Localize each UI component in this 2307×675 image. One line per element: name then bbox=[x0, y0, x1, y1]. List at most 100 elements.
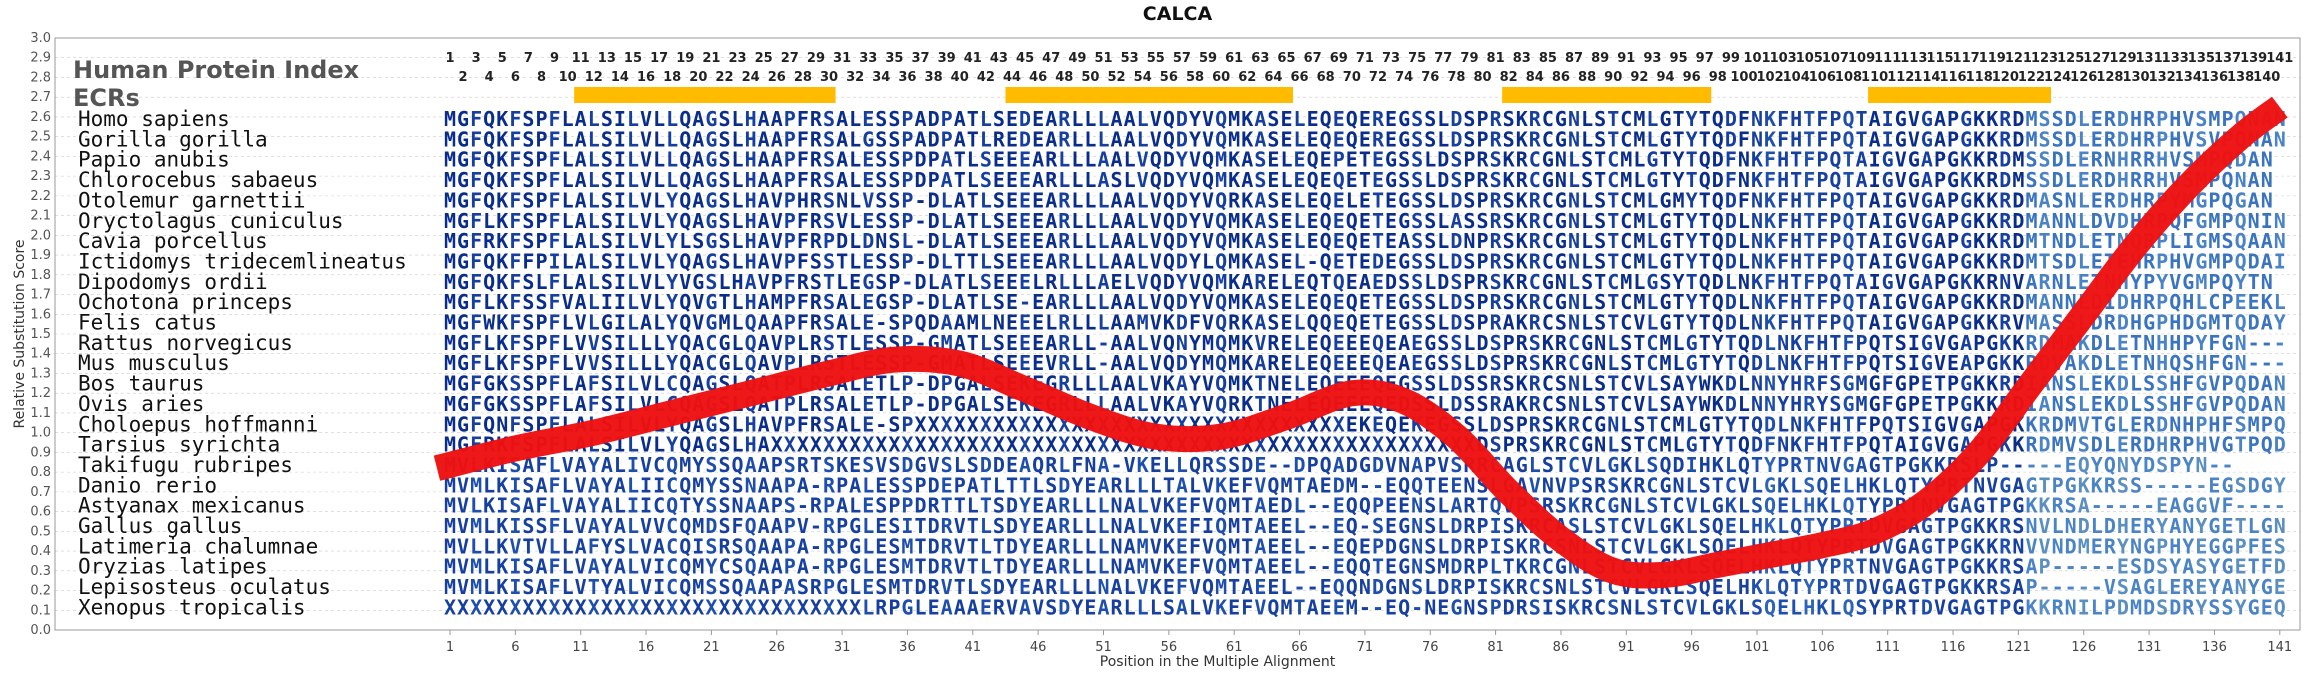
residue: F bbox=[1816, 127, 1828, 151]
residue: K bbox=[496, 209, 508, 233]
residue: F bbox=[797, 168, 809, 192]
residue: F bbox=[509, 127, 521, 151]
residue: V bbox=[1202, 188, 1214, 212]
species-label: Lepisosteus oculatus bbox=[78, 575, 331, 599]
residue: L bbox=[588, 209, 600, 233]
residue: G bbox=[1895, 188, 1907, 212]
residue: Q bbox=[1215, 188, 1227, 212]
residue: L bbox=[1280, 148, 1292, 172]
residue: M bbox=[444, 107, 456, 131]
residue: D bbox=[2012, 107, 2024, 131]
residue: P bbox=[2156, 107, 2168, 131]
residue: V bbox=[1254, 595, 1266, 619]
residue: I bbox=[2274, 249, 2286, 273]
residue: S bbox=[1607, 595, 1619, 619]
residue: R bbox=[2143, 168, 2156, 192]
species-label: Felis catus bbox=[78, 311, 217, 335]
residue: D bbox=[1725, 127, 1737, 151]
residue: A bbox=[941, 168, 953, 192]
residue: F bbox=[1738, 188, 1750, 212]
residue: H bbox=[2130, 188, 2142, 212]
residue: N bbox=[1568, 127, 1580, 151]
residue: Q bbox=[1699, 168, 1711, 192]
y-tick-label: 0.9 bbox=[30, 445, 51, 460]
residue: T bbox=[2235, 433, 2247, 457]
residue: Q bbox=[483, 168, 495, 192]
x-tick-label: 16 bbox=[638, 640, 655, 655]
residue: T bbox=[1359, 148, 1371, 172]
residue: P bbox=[2208, 188, 2220, 212]
residue: L bbox=[1071, 188, 1083, 212]
residue: S bbox=[1254, 148, 1266, 172]
residue: D bbox=[1176, 107, 1188, 131]
residue: G bbox=[1947, 168, 1959, 192]
residue: Q bbox=[1307, 168, 1319, 192]
residue: H bbox=[2169, 127, 2181, 151]
residue: G bbox=[1712, 595, 1724, 619]
residue: L bbox=[1633, 148, 1645, 172]
residue: L bbox=[1280, 168, 1292, 192]
residue: Y bbox=[1071, 595, 1083, 619]
residue: Q bbox=[679, 127, 691, 151]
residue: V bbox=[771, 188, 783, 212]
residue: A bbox=[836, 168, 848, 192]
residue: P bbox=[784, 168, 796, 192]
position-label-bottom: 52 bbox=[1108, 70, 1126, 85]
residue: K bbox=[1764, 127, 1776, 151]
position-label-top: 103 bbox=[1770, 51, 1797, 66]
residue: F bbox=[797, 148, 809, 172]
residue: L bbox=[1071, 148, 1083, 172]
residue: G bbox=[2235, 188, 2247, 212]
residue: S bbox=[2039, 148, 2051, 172]
species-label: Ovis aries bbox=[78, 392, 204, 416]
residue: F bbox=[509, 168, 521, 192]
residue: V bbox=[1934, 595, 1946, 619]
residue: F bbox=[470, 148, 482, 172]
position-label-bottom: 68 bbox=[1317, 70, 1335, 85]
residue: Q bbox=[1320, 127, 1332, 151]
position-label-bottom: 50 bbox=[1081, 70, 1099, 85]
residue: L bbox=[1150, 595, 1162, 619]
residue: S bbox=[522, 127, 534, 151]
residue: Q bbox=[1267, 595, 1279, 619]
residue: P bbox=[1477, 188, 1489, 212]
residue: A bbox=[954, 595, 966, 619]
residue: X bbox=[588, 595, 600, 619]
residue: A bbox=[1124, 107, 1136, 131]
residue: S bbox=[1450, 168, 1462, 192]
residue: E bbox=[928, 595, 940, 619]
residue: G bbox=[1947, 595, 1959, 619]
y-tick-label: 1.0 bbox=[30, 426, 51, 441]
residue: T bbox=[1699, 127, 1711, 151]
residue: S bbox=[1267, 188, 1279, 212]
residue: F bbox=[549, 168, 561, 192]
residue: V bbox=[862, 188, 874, 212]
residue: Q bbox=[1842, 107, 1854, 131]
residue: S bbox=[1477, 595, 1489, 619]
residue: L bbox=[666, 107, 678, 131]
position-label-bottom: 22 bbox=[715, 70, 733, 85]
residue: G bbox=[901, 595, 913, 619]
residue: A bbox=[1111, 188, 1123, 212]
residue: G bbox=[1921, 188, 1933, 212]
residue: L bbox=[849, 127, 861, 151]
residue: Q bbox=[679, 188, 691, 212]
residue: S bbox=[875, 168, 887, 192]
residue: S bbox=[1490, 168, 1502, 192]
residue: L bbox=[732, 107, 744, 131]
x-tick-label: 96 bbox=[1683, 640, 1700, 655]
residue: L bbox=[1646, 127, 1658, 151]
residue: A bbox=[575, 107, 587, 131]
residue: N bbox=[1751, 188, 1763, 212]
residue: A bbox=[1176, 595, 1188, 619]
position-label-bottom: 30 bbox=[820, 70, 838, 85]
residue: L bbox=[627, 168, 639, 192]
x-tick-label: 76 bbox=[1422, 640, 1439, 655]
position-label-top: 73 bbox=[1382, 51, 1400, 66]
residue: F bbox=[797, 107, 809, 131]
residue: A bbox=[1869, 127, 1881, 151]
residue: D bbox=[1058, 595, 1070, 619]
